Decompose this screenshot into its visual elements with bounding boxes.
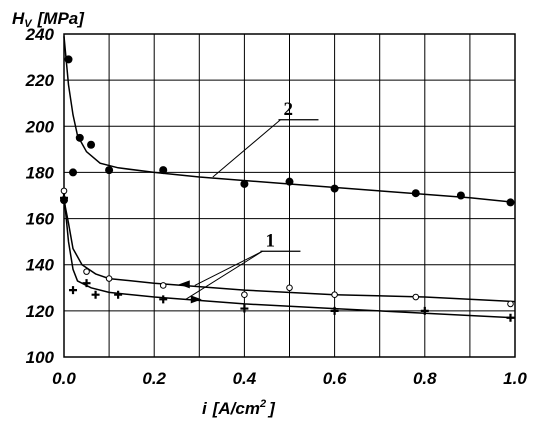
data-point-open [241, 291, 248, 299]
y-tick-label: 220 [25, 71, 55, 90]
x-tick-label: 0.4 [233, 369, 257, 388]
arrowhead-icon [178, 280, 190, 289]
y-tick-label: 200 [25, 117, 55, 136]
x-tick-label: 0.8 [413, 369, 437, 388]
data-point-cross [159, 295, 168, 304]
series-curve [63, 195, 516, 319]
x-tick-label: 0.0 [52, 369, 76, 388]
data-point-filled [330, 184, 339, 193]
annotation-label: 2 [283, 99, 293, 120]
data-point-cross [240, 304, 249, 313]
data-point-filled [285, 177, 294, 186]
x-tick-label: 0.2 [142, 369, 166, 388]
annotation-leader [185, 250, 263, 300]
data-point-open [60, 187, 68, 195]
annotation-leader [212, 119, 281, 178]
data-point-open [105, 275, 113, 282]
y-tick-label: 140 [26, 256, 55, 275]
y-tick-label: 120 [26, 302, 55, 321]
data-point-open [331, 291, 338, 299]
y-tick-label: 100 [26, 348, 55, 367]
data-point-cross [114, 290, 123, 299]
y-axis-label: HV [MPa] [12, 9, 85, 30]
x-tick-label: 1.0 [503, 369, 527, 388]
data-point-cross [60, 193, 68, 202]
data-point-cross [69, 286, 78, 295]
data-point-cross [330, 306, 339, 315]
x-axis-label: i [A/cm2] [202, 398, 276, 418]
data-point-filled [456, 191, 465, 200]
data-point-filled [105, 166, 114, 175]
data-point-filled [159, 166, 168, 175]
y-tick-label: 240 [25, 25, 55, 44]
tick-labels: 100 120 140 160 180 200 220 240 0.0 0.2 0.4 0.6 0.8 1… [25, 25, 528, 388]
data-point-cross [506, 313, 515, 322]
data-point-open [83, 268, 90, 275]
arrowhead-icon [190, 295, 202, 304]
data-point-filled [87, 140, 96, 149]
data-points [60, 55, 515, 322]
data-point-filled [64, 55, 73, 64]
data-point-filled [411, 189, 420, 198]
data-point-open [412, 293, 420, 301]
y-tick-label: 180 [26, 163, 55, 182]
data-point-filled [69, 168, 78, 177]
annotation-leader [194, 250, 263, 286]
x-tick-label: 0.6 [323, 369, 347, 388]
grid [63, 33, 516, 358]
series-curve [63, 36, 516, 204]
data-point-filled [75, 133, 84, 142]
data-point-open [507, 300, 514, 308]
annotations: 21 [178, 99, 319, 304]
data-point-filled [240, 179, 249, 188]
data-point-cross [82, 279, 91, 288]
data-point-open [159, 282, 167, 289]
data-point-cross [91, 290, 100, 299]
data-point-open [286, 284, 293, 292]
y-tick-label: 160 [26, 210, 55, 229]
annotation-label: 1 [265, 230, 275, 251]
data-point-filled [506, 198, 515, 207]
data-point-cross [420, 306, 429, 315]
